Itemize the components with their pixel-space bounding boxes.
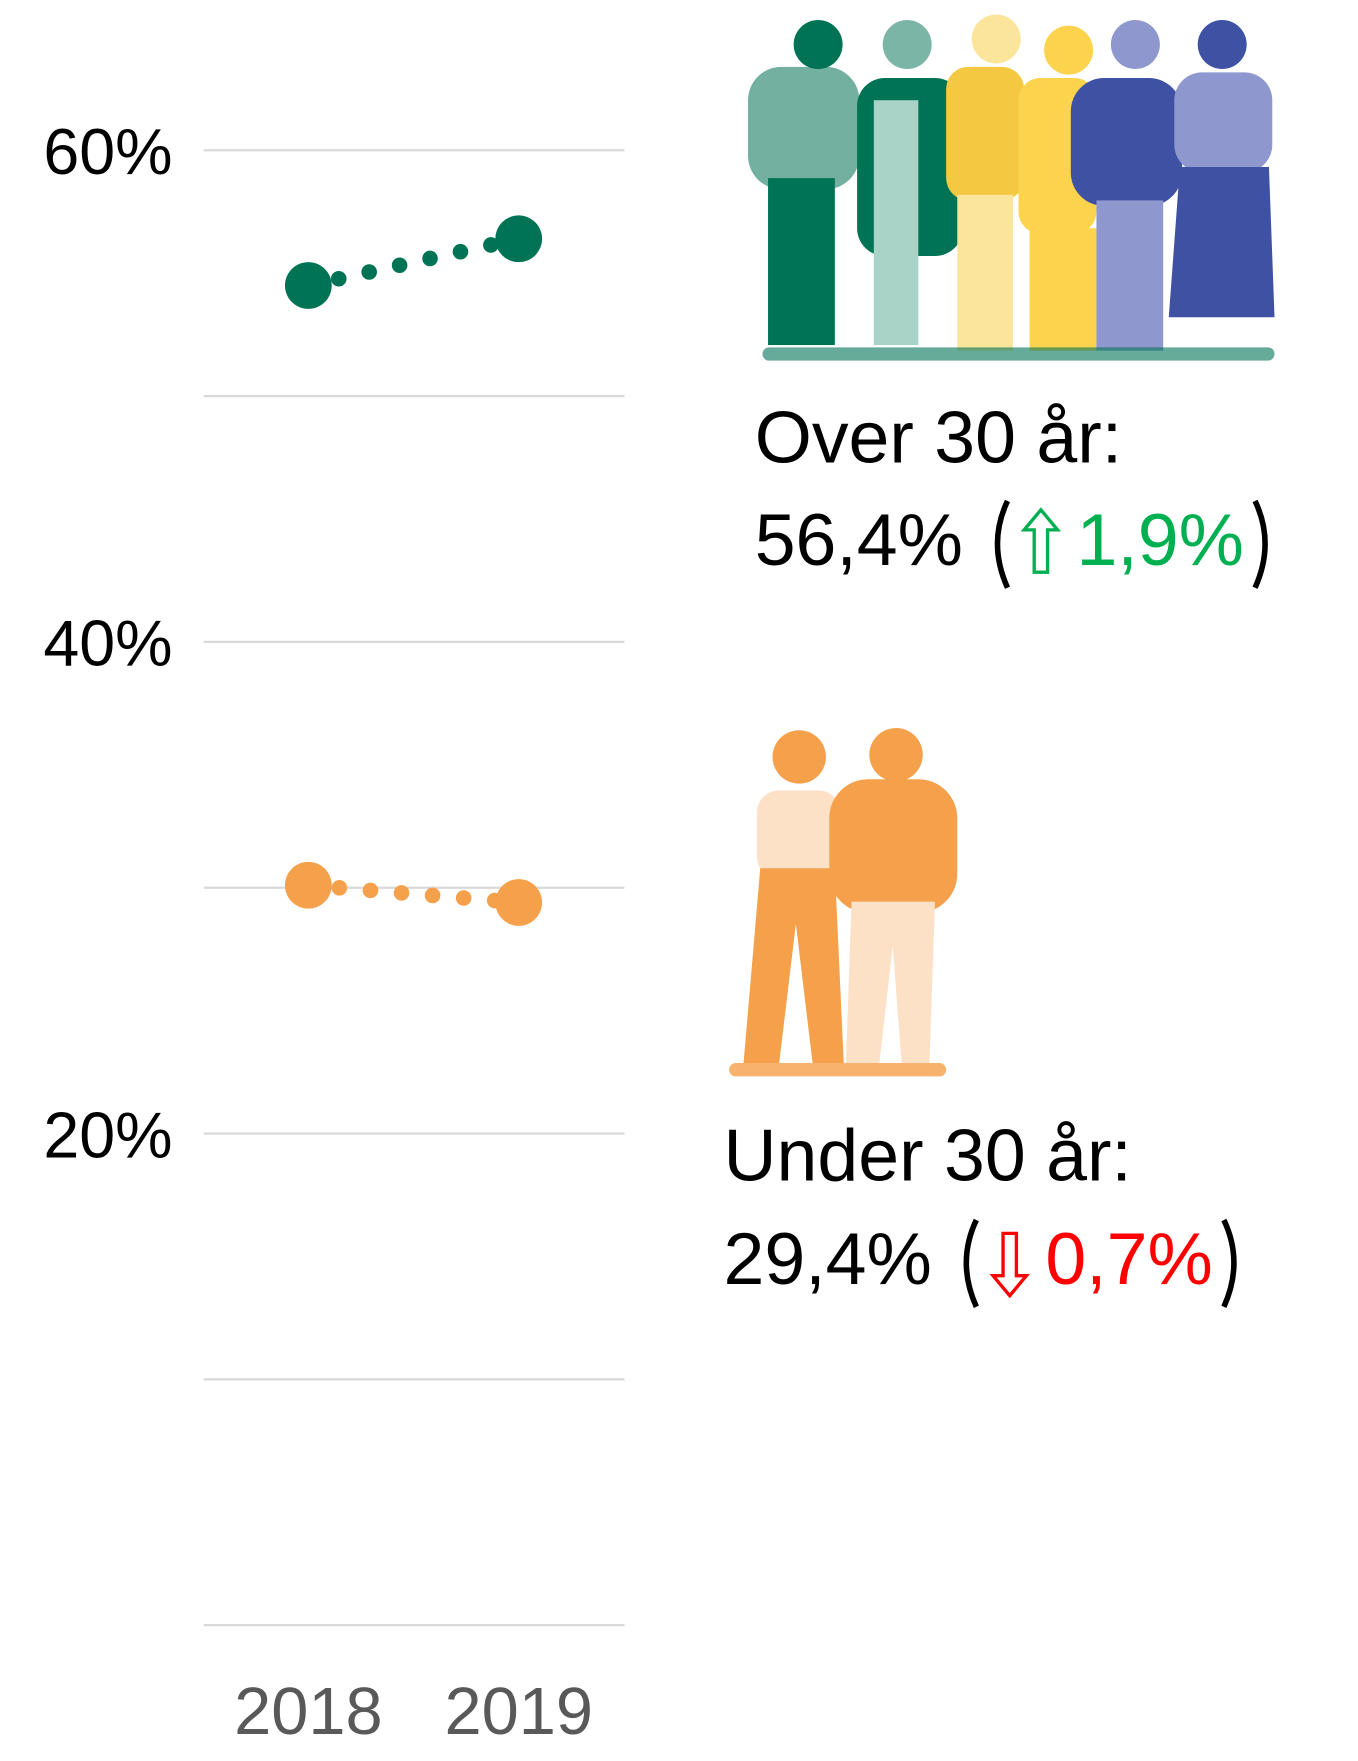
paren-open [994, 499, 1011, 589]
annotation-title: Over 30 år: [755, 395, 1122, 478]
young-illustration [729, 728, 958, 1077]
paren-close [1252, 499, 1268, 589]
y-tick-label: 20% [43, 1099, 172, 1171]
dot [495, 215, 543, 263]
y-tick-label: 40% [43, 608, 172, 680]
paren-close [1221, 1218, 1237, 1308]
annotation-value: 56,4% [755, 498, 963, 581]
paren-open [963, 1218, 979, 1308]
change-arrow [1020, 507, 1062, 574]
change-line [300, 877, 527, 911]
annotation-value: 29,4% [724, 1217, 932, 1300]
adults-illustration [748, 14, 1275, 361]
x-tick-label: 2018 [234, 1675, 383, 1749]
dot [495, 879, 543, 926]
change-line [300, 230, 527, 294]
dot [284, 262, 332, 309]
annotation-title: Under 30 år: [724, 1113, 1132, 1196]
dot [284, 861, 332, 909]
annotation-change: 1,9% [1077, 498, 1244, 581]
y-tick-label: 60% [43, 116, 172, 188]
change-arrow [989, 1231, 1030, 1299]
x-tick-label: 2019 [444, 1675, 593, 1749]
annotation-change: 0,7% [1045, 1217, 1212, 1300]
